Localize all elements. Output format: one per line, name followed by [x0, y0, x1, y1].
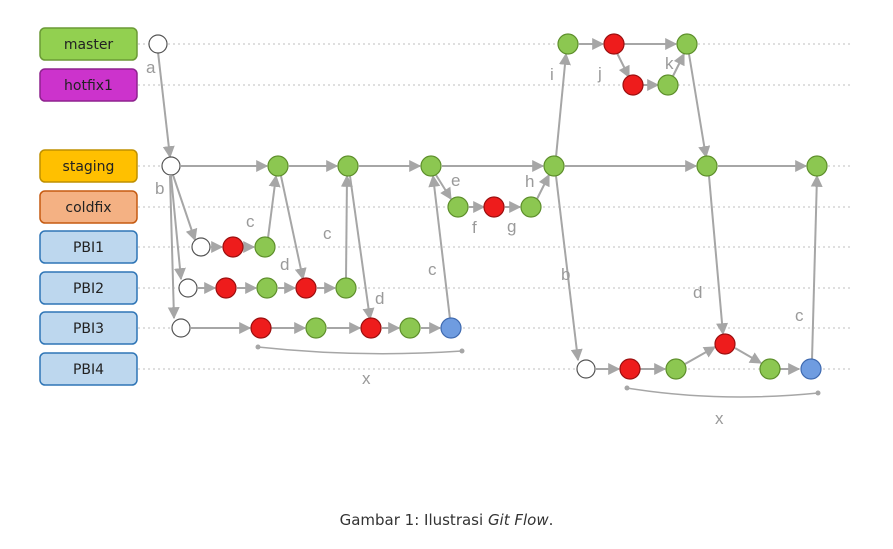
- commit-pbi3-red-1: [250, 317, 272, 339]
- branch-staging-label: staging: [63, 159, 115, 175]
- branch-master-label: master: [64, 37, 114, 53]
- commit-coldfix-1: [447, 196, 469, 218]
- commit-hotfix-green: [657, 74, 679, 96]
- commit-pbi3-green-1: [305, 317, 327, 339]
- edge-label-e: e: [451, 171, 460, 190]
- branch-pbi1: PBI1: [39, 230, 138, 264]
- commit-staging-1: [267, 155, 289, 177]
- commit-pbi1-start: [191, 237, 211, 257]
- branch-coldfix: coldfix: [39, 190, 138, 224]
- branch-pbi3-label: PBI3: [73, 321, 104, 337]
- x-brackets: [257, 346, 819, 398]
- commit-pbi4-green-2: [759, 358, 781, 380]
- commit-pbi2-start: [178, 278, 198, 298]
- branch-pbi2: PBI2: [39, 271, 138, 305]
- edge-label-g: g: [507, 217, 516, 236]
- branch-pbi2-label: PBI2: [73, 281, 104, 297]
- caption-prefix: Gambar 1: Ilustrasi: [339, 511, 488, 529]
- edge-label-d: d: [280, 255, 289, 274]
- commit-arrows: [157, 38, 823, 375]
- caption-emphasis: Git Flow: [487, 511, 549, 529]
- commit-pbi4-blue: [800, 358, 822, 380]
- caption-suffix: .: [548, 511, 554, 529]
- commit-pbi3-red-2: [360, 317, 382, 339]
- commit-pbi4-start: [576, 359, 596, 379]
- edge-label-c: c: [795, 306, 804, 325]
- edge-label-j: j: [597, 64, 602, 83]
- edge-label-f: f: [472, 218, 477, 237]
- commit-pbi1-red: [222, 236, 244, 258]
- edge-label-c: c: [428, 260, 437, 279]
- commit-staging-4: [543, 155, 565, 177]
- commit-pbi2-red-1: [215, 277, 237, 299]
- commit-pbi3-blue: [440, 317, 462, 339]
- commits: [148, 33, 828, 380]
- branch-pbi1-label: PBI1: [73, 240, 104, 256]
- branch-pbi3: PBI3: [39, 311, 138, 345]
- commit-master-merge: [676, 33, 698, 55]
- branch-coldfix-label: coldfix: [65, 200, 111, 216]
- commit-pbi1-green: [254, 236, 276, 258]
- edge-label-a: a: [146, 58, 156, 77]
- commit-master-start: [148, 34, 168, 54]
- edge-label-h: h: [525, 172, 534, 191]
- commit-staging-3: [420, 155, 442, 177]
- commit-pbi3-start: [171, 318, 191, 338]
- commit-master-1: [557, 33, 579, 55]
- commit-staging-start: [161, 156, 181, 176]
- commit-pbi3-green-2: [399, 317, 421, 339]
- bracket-ends: [255, 344, 821, 396]
- edge-label-c: c: [323, 224, 332, 243]
- figure-caption: Gambar 1: Ilustrasi Git Flow.: [0, 511, 893, 529]
- commit-pbi4-green-1: [665, 358, 687, 380]
- edge-label-d: d: [693, 283, 702, 302]
- edge-label-d: d: [375, 289, 384, 308]
- commit-staging-6: [806, 155, 828, 177]
- branch-hotfix1: hotfix1: [39, 68, 138, 102]
- edge-label-b: b: [155, 179, 164, 198]
- branch-master: master: [39, 27, 138, 61]
- commit-pbi2-green-2: [335, 277, 357, 299]
- commit-pbi4-red-1: [619, 358, 641, 380]
- commit-pbi4-red-2: [714, 333, 736, 355]
- commit-coldfix-2: [483, 196, 505, 218]
- edge-label-x: x: [715, 409, 724, 428]
- commit-pbi2-red-2: [295, 277, 317, 299]
- commit-staging-2: [337, 155, 359, 177]
- edge-label-b: b: [561, 265, 570, 284]
- edge-label-c: c: [246, 212, 255, 231]
- edge-label-k: k: [665, 54, 674, 73]
- git-flow-diagram: master hotfix1 staging coldfix PBI1 PBI2…: [39, 27, 850, 428]
- branch-staging: staging: [39, 149, 138, 183]
- commit-master-hotfix-red: [603, 33, 625, 55]
- edge-label-x: x: [362, 369, 371, 388]
- branch-pbi4: PBI4: [39, 352, 138, 386]
- commit-coldfix-3: [520, 196, 542, 218]
- edge-letters: a b c d c d c x e f g h i j k b d c x: [146, 54, 804, 428]
- commit-staging-5: [696, 155, 718, 177]
- branch-pbi4-label: PBI4: [73, 362, 104, 378]
- branch-hotfix1-label: hotfix1: [64, 78, 113, 94]
- commit-hotfix-red: [622, 74, 644, 96]
- edge-label-i: i: [550, 65, 554, 84]
- commit-pbi2-green-1: [256, 277, 278, 299]
